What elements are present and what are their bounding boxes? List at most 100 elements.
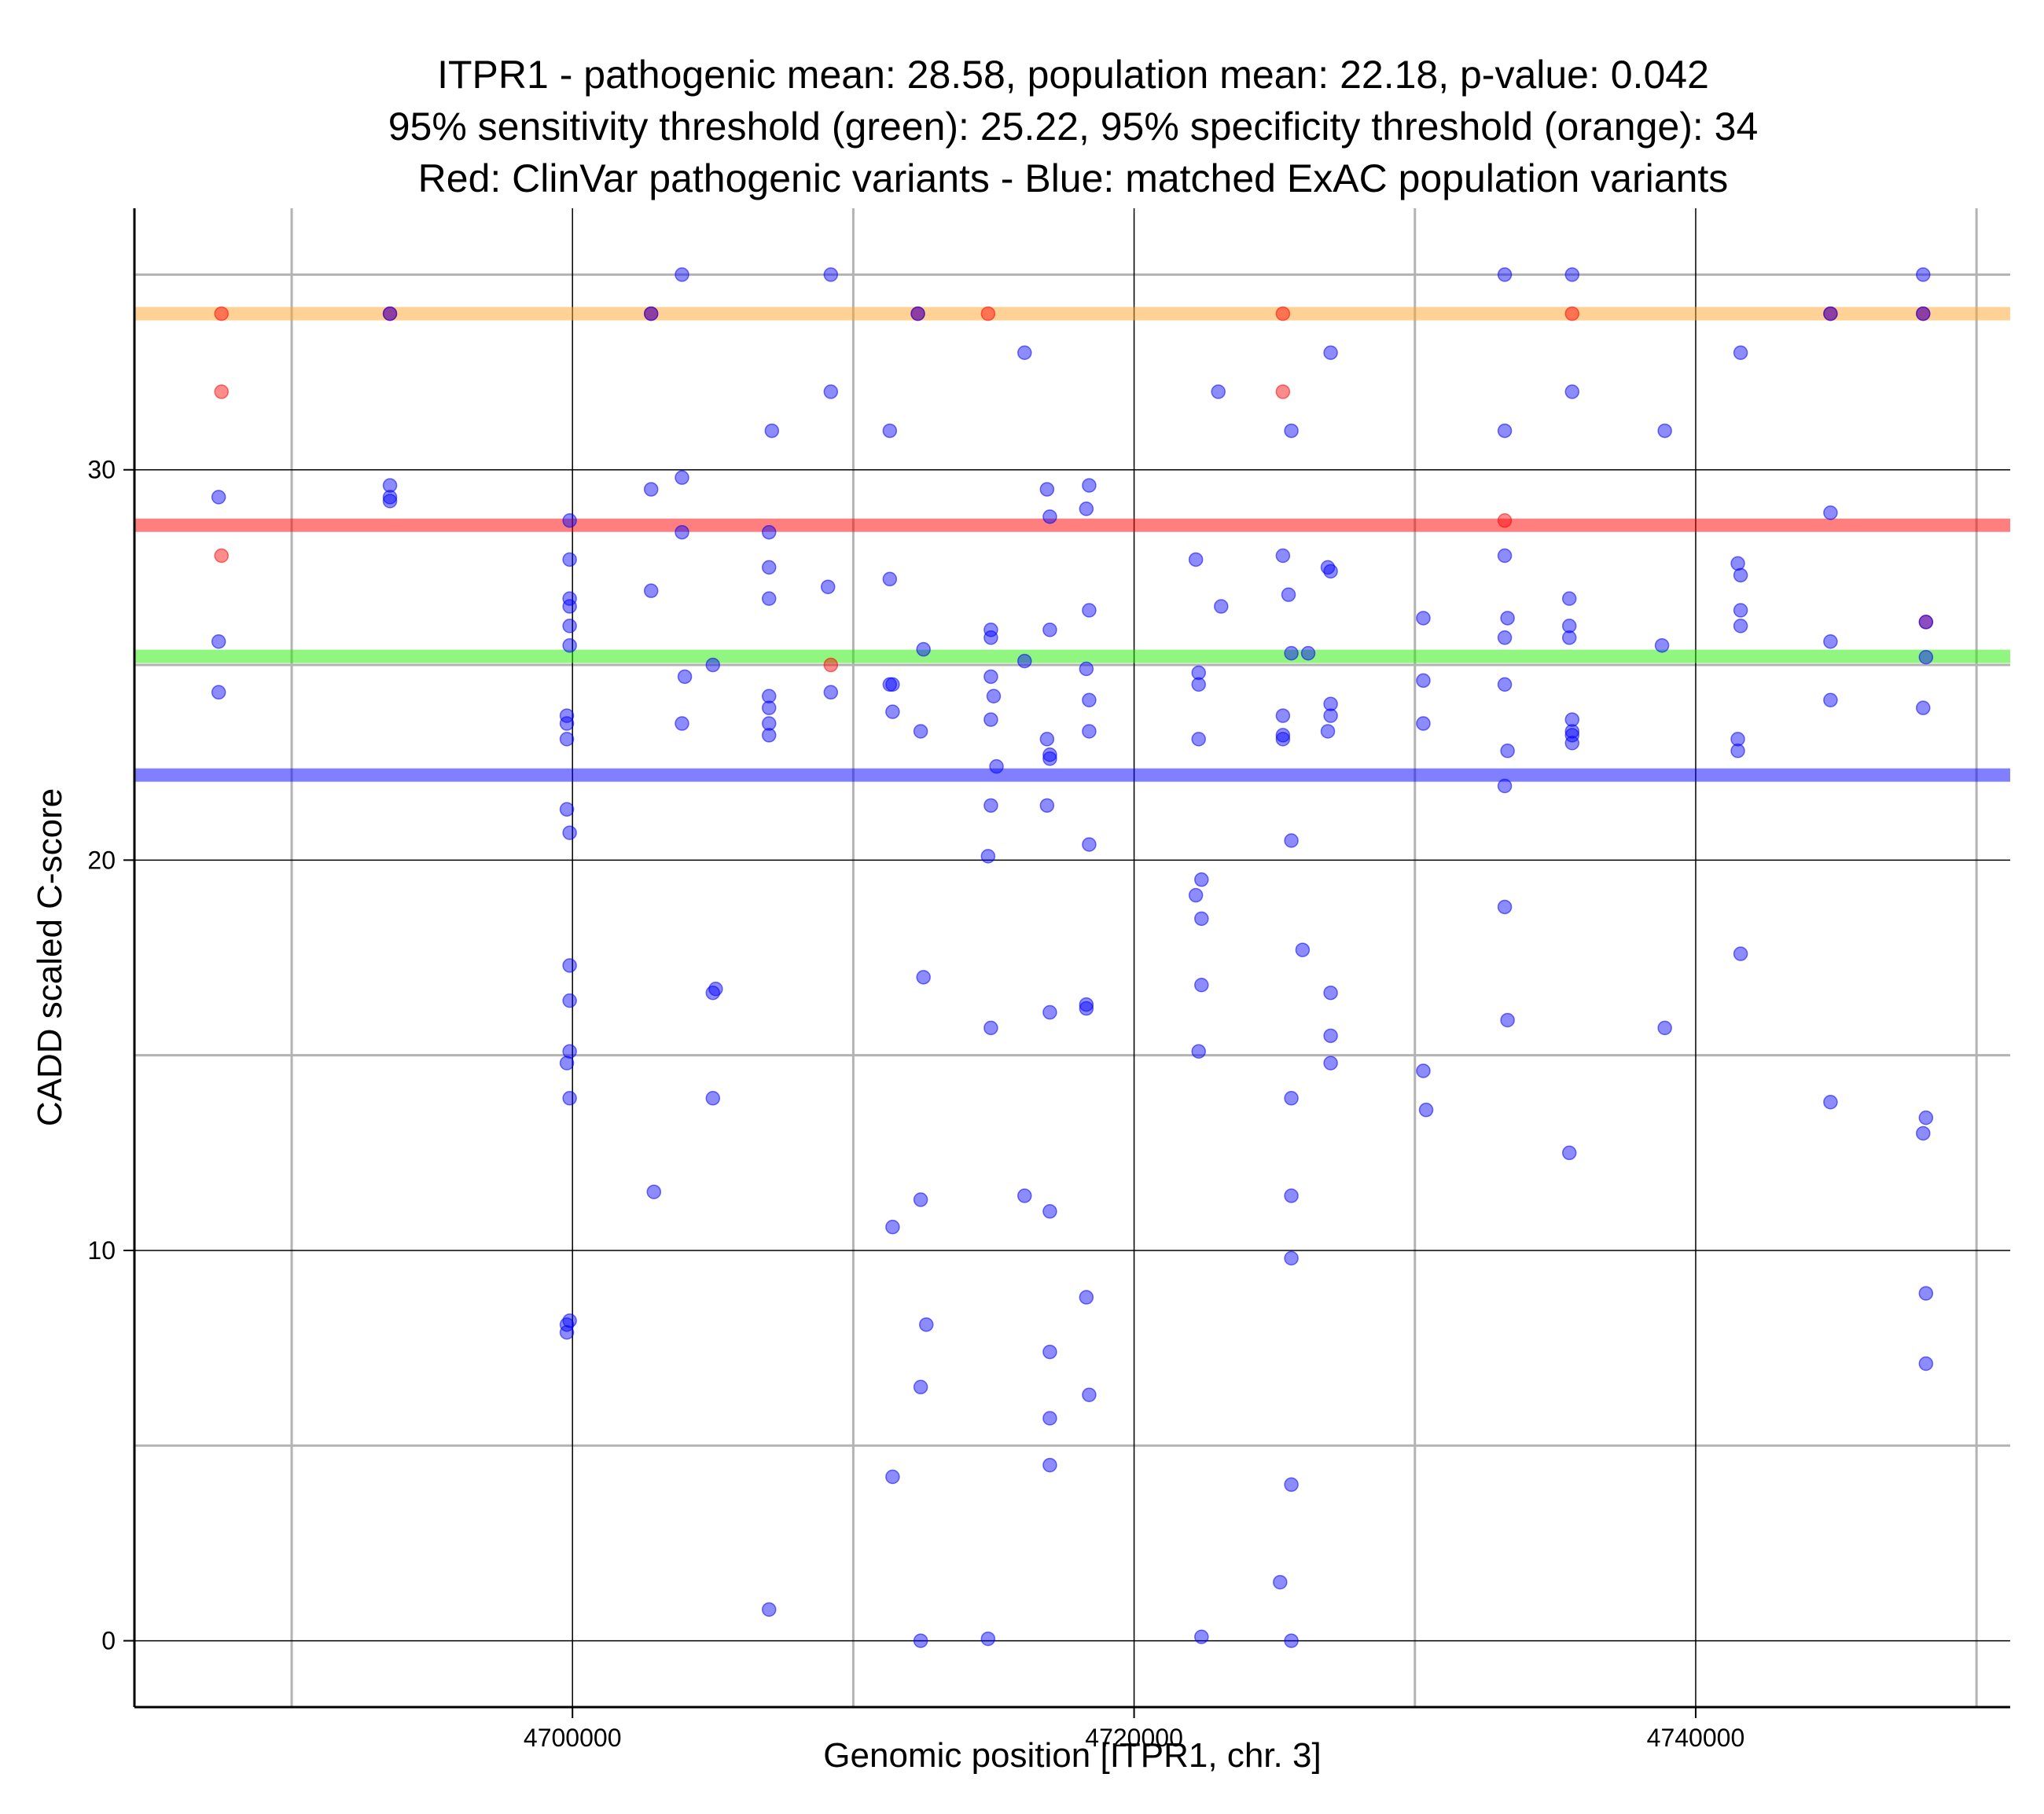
population-point (1416, 611, 1431, 626)
pathogenic-point (214, 548, 229, 564)
population-point (1564, 728, 1580, 743)
population-point (882, 571, 898, 587)
population-point (983, 669, 998, 685)
population-point (1323, 985, 1338, 1001)
population-point (562, 1091, 577, 1106)
population-point (382, 478, 398, 493)
population-point (1042, 1344, 1057, 1360)
population-point (1323, 696, 1338, 711)
population-point (1042, 509, 1057, 524)
population-point (382, 306, 398, 321)
population-point (1082, 837, 1097, 852)
population-point (1730, 744, 1745, 758)
population-point (761, 524, 777, 540)
population-point (643, 482, 659, 497)
y-tick-label: 10 (87, 1236, 116, 1265)
population-point (562, 958, 577, 973)
population-point (1497, 899, 1513, 915)
population-point (559, 732, 575, 747)
population-point (1284, 423, 1299, 439)
population-point (1017, 653, 1032, 669)
population-point (919, 1317, 934, 1332)
population-point (1561, 1145, 1577, 1161)
population-point (1823, 633, 1838, 649)
population-point (1214, 599, 1229, 614)
chart-title-line-2: 95% sensitivity threshold (green): 25.22… (388, 105, 1759, 149)
population-point (675, 524, 689, 540)
population-point (1916, 267, 1931, 282)
population-point (1284, 1091, 1299, 1106)
population-point (1416, 673, 1431, 689)
population-point (1079, 1290, 1094, 1305)
population-point (1300, 645, 1316, 661)
population-point (1320, 724, 1336, 739)
population-point (1284, 1250, 1299, 1266)
population-point (761, 700, 777, 715)
population-point (1823, 1094, 1838, 1110)
population-point (885, 1219, 900, 1235)
population-point (1416, 1063, 1431, 1078)
population-point (980, 1631, 996, 1647)
population-point (1564, 736, 1580, 751)
population-point (1273, 1574, 1288, 1590)
population-point (1730, 732, 1745, 747)
population-point (1275, 728, 1291, 743)
population-point (1284, 645, 1299, 661)
population-point (1042, 1457, 1057, 1473)
population-point (983, 622, 998, 637)
population-point (1418, 1102, 1434, 1118)
population-point (823, 384, 839, 399)
population-point (1042, 747, 1057, 762)
population-point (1497, 548, 1513, 564)
population-point (1284, 833, 1299, 848)
population-point (559, 1317, 575, 1332)
population-point (1295, 942, 1311, 957)
population-point (559, 716, 575, 731)
population-point (1079, 1001, 1094, 1016)
population-point (211, 685, 226, 700)
population-point (1323, 1028, 1338, 1044)
population-point (1042, 622, 1057, 637)
population-point (562, 513, 577, 528)
population-point (562, 993, 577, 1008)
population-point (913, 1379, 928, 1395)
population-point (983, 798, 998, 813)
population-point (1823, 505, 1838, 520)
population-point (1500, 744, 1515, 758)
population-point (1916, 306, 1931, 321)
population-point (1017, 1188, 1032, 1203)
population-point (562, 591, 577, 606)
population-point (1561, 619, 1577, 633)
population-point (1323, 345, 1338, 360)
population-point (562, 825, 577, 840)
population-point (910, 306, 925, 321)
population-point (559, 1325, 575, 1340)
population-point (1284, 1188, 1299, 1203)
population-point (1918, 649, 1934, 665)
population-point (705, 985, 721, 1001)
population-point (1500, 1012, 1515, 1028)
population-point (705, 657, 721, 673)
population-point (885, 704, 900, 719)
population-point (1733, 619, 1748, 633)
population-point (1039, 482, 1055, 497)
x-tick-label: 4700000 (524, 1724, 622, 1752)
population-point (986, 689, 1002, 704)
chart-title-line-3: Red: ClinVar pathogenic variants - Blue:… (418, 156, 1729, 200)
pathogenic-point (823, 657, 839, 673)
population-point (820, 579, 836, 594)
population-point (1079, 661, 1094, 677)
population-point (913, 724, 928, 739)
population-point (559, 1056, 575, 1070)
population-point (1564, 712, 1580, 727)
population-point (761, 591, 777, 606)
grid-layer (134, 208, 2010, 1707)
pathogenic-point (214, 384, 229, 399)
population-point (562, 552, 577, 567)
population-point (1657, 1020, 1672, 1036)
population-point (1657, 423, 1672, 439)
population-point (885, 677, 900, 692)
population-point (983, 630, 998, 645)
population-point (1194, 872, 1209, 887)
